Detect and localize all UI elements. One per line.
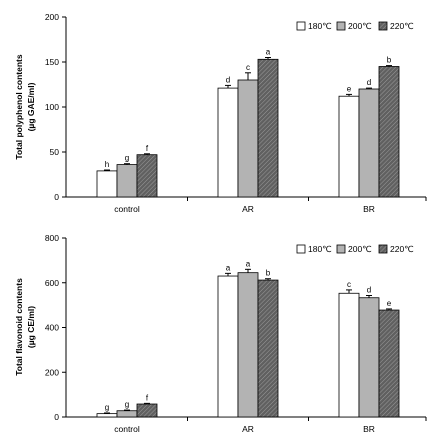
polyphenol-legend-swatch	[336, 21, 346, 31]
polyphenol-significance-letter: h	[105, 160, 109, 169]
flavonoid-bar	[358, 297, 380, 418]
polyphenol-bar	[96, 170, 118, 198]
polyphenol-category-label: control	[114, 204, 140, 214]
polyphenol-legend-swatch	[378, 21, 388, 31]
polyphenol-y-tick-label: 100	[45, 102, 59, 112]
flavonoid-significance-letter: g	[125, 400, 129, 409]
polyphenol-significance-letter: d	[226, 75, 230, 84]
polyphenol-legend: 180℃ 200℃ 220℃	[296, 21, 414, 31]
polyphenol-significance-letter: d	[367, 78, 371, 87]
polyphenol-bar	[217, 87, 239, 198]
flavonoid-ylabel-line1: Total flavonoid contents	[14, 278, 24, 376]
flavonoid-y-tick-label: 600	[45, 278, 59, 288]
flavonoid-category-label: control	[114, 424, 140, 434]
polyphenol-legend-label: 180℃	[308, 21, 332, 31]
flavonoid-legend-swatch	[378, 244, 388, 254]
flavonoid-legend-swatch	[296, 244, 306, 254]
flavonoid-legend-label: 200℃	[348, 244, 372, 254]
polyphenol-legend-label: 220℃	[390, 21, 414, 31]
flavonoid-significance-letter: e	[387, 299, 392, 308]
polyphenol-ylabel-line2: (µg GAE/ml)	[26, 82, 36, 131]
flavonoid-y-tick-label: 400	[45, 323, 59, 333]
flavonoid-bar	[338, 292, 360, 418]
polyphenol-legend-label: 200℃	[348, 21, 372, 31]
polyphenol-y-tick-label: 50	[50, 147, 60, 157]
flavonoid-bar	[257, 279, 279, 418]
polyphenol-bar	[116, 164, 138, 198]
flavonoid-chart: Total flavonoid contents (µg CE/ml) 0 200…	[14, 233, 427, 434]
polyphenol-bar	[358, 88, 380, 198]
flavonoid-plot-area: 0 200 400 600 800 control AR BR g a c g a d f b e	[45, 233, 427, 434]
flavonoid-bar	[136, 403, 158, 418]
flavonoid-y-tick-label: 800	[45, 233, 59, 243]
polyphenol-significance-letter: f	[146, 144, 149, 153]
polyphenol-category-label: BR	[363, 204, 375, 214]
polyphenol-significance-letter: b	[387, 56, 392, 65]
flavonoid-ylabel-line2: (µg CE/ml)	[26, 306, 36, 348]
flavonoid-bar	[116, 410, 138, 418]
flavonoid-bar	[378, 309, 400, 418]
polyphenol-significance-letter: a	[266, 48, 271, 57]
polyphenol-bar	[257, 58, 279, 198]
polyphenol-bar	[378, 66, 400, 198]
polyphenol-legend-swatch	[296, 21, 306, 31]
flavonoid-legend-swatch	[336, 244, 346, 254]
flavonoid-category-label: AR	[242, 424, 254, 434]
flavonoid-legend: 180℃ 200℃ 220℃	[296, 244, 414, 254]
flavonoid-bar	[96, 413, 118, 418]
flavonoid-significance-letter: a	[246, 259, 251, 268]
flavonoid-legend-label: 220℃	[390, 244, 414, 254]
flavonoid-significance-letter: a	[226, 263, 231, 272]
polyphenol-chart: Total polyphenol contents (µg GAE/ml) 0 5…	[14, 12, 427, 214]
flavonoid-bar	[237, 272, 259, 418]
polyphenol-y-tick-label: 200	[45, 12, 59, 22]
polyphenol-bar	[338, 95, 360, 198]
polyphenol-y-tick-label: 0	[54, 192, 59, 202]
flavonoid-y-tick-label: 200	[45, 367, 59, 377]
polyphenol-category-label: AR	[242, 204, 254, 214]
polyphenol-bar	[136, 154, 158, 198]
polyphenol-significance-letter: c	[246, 63, 250, 72]
flavonoid-legend-label: 180℃	[308, 244, 332, 254]
polyphenol-y-tick-label: 150	[45, 57, 59, 67]
flavonoid-y-tick-label: 0	[54, 412, 59, 422]
flavonoid-significance-letter: c	[347, 280, 351, 289]
flavonoid-significance-letter: g	[105, 403, 109, 412]
flavonoid-category-label: BR	[363, 424, 375, 434]
flavonoid-significance-letter: f	[146, 393, 149, 402]
flavonoid-bar	[217, 275, 239, 418]
flavonoid-significance-letter: d	[367, 286, 371, 295]
polyphenol-plot-area: 0 50 100 150 200 control AR BR h d e g c d f a b	[45, 12, 427, 214]
flavonoid-significance-letter: b	[266, 269, 271, 278]
polyphenol-significance-letter: e	[347, 84, 352, 93]
polyphenol-significance-letter: g	[125, 154, 129, 163]
polyphenol-bar	[237, 79, 259, 198]
polyphenol-ylabel-line1: Total polyphenol contents	[14, 54, 24, 159]
